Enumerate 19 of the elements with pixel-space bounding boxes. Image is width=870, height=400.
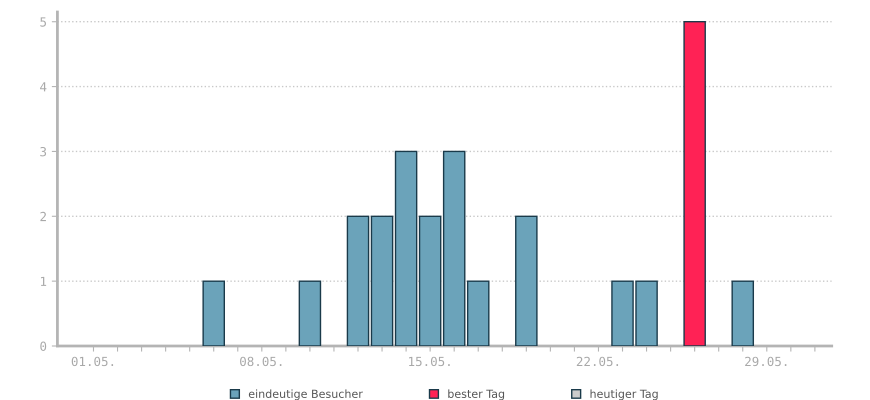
legend-label: heutiger Tag: [590, 389, 658, 400]
legend-label: bester Tag: [448, 389, 504, 400]
bar: [731, 280, 754, 346]
bar: [515, 216, 538, 346]
bar: [298, 280, 322, 346]
x-tick-label: 15.05.: [409, 356, 450, 366]
bar: [202, 280, 225, 346]
y-tick-label: 1: [40, 276, 46, 286]
x-tick-label: 22.05.: [576, 356, 618, 366]
x-tick-label: 01.05.: [72, 356, 114, 366]
y-tick-label: 2: [40, 212, 46, 222]
bar: [683, 21, 706, 346]
x-tick-label: 29.05.: [745, 356, 786, 366]
y-tick-label: 0: [40, 342, 46, 351]
y-tick-label: 3: [40, 146, 46, 156]
x-tick-label: 08.05.: [240, 356, 282, 366]
legend-label: eindeutige Besucher: [248, 389, 363, 400]
y-tick-label: 5: [40, 17, 46, 27]
y-tick-label: 4: [40, 82, 46, 92]
